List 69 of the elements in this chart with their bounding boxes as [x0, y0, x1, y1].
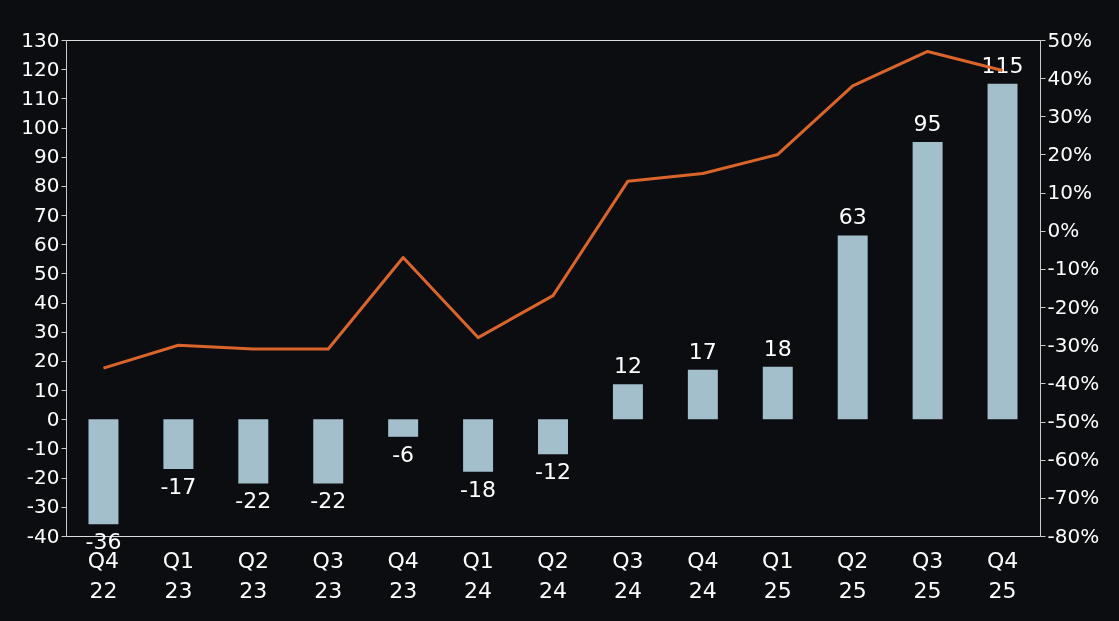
data-label: -22	[235, 488, 272, 514]
x-tick-label: Q4 24	[687, 547, 719, 603]
data-label: 115	[981, 52, 1024, 78]
y-tick-label: 100	[21, 115, 60, 140]
y2-tick-label: -70%	[1047, 485, 1100, 510]
bar	[313, 419, 344, 484]
data-label: 12	[613, 353, 642, 379]
y-tick-label: 40	[34, 290, 60, 315]
y2-tick-label: 30%	[1047, 103, 1092, 128]
bar	[88, 419, 119, 525]
y-tick-label: 70	[34, 202, 60, 227]
data-label: 95	[913, 111, 942, 137]
x-tick-label: Q3 23	[312, 547, 344, 603]
y-tick-label: 130	[21, 27, 60, 52]
y-tick-label: 20	[34, 348, 60, 373]
y2-tick-label: -80%	[1047, 523, 1100, 548]
x-tick-label: Q1 25	[762, 547, 794, 603]
y2-tick-label: -40%	[1047, 370, 1100, 395]
y2-tick-label: 40%	[1047, 65, 1092, 90]
y-tick-label: -10	[26, 435, 60, 460]
x-tick-label: Q1 23	[162, 547, 195, 603]
x-tick-label: Q1 24	[462, 547, 494, 603]
bar	[538, 419, 568, 455]
data-label: -22	[310, 488, 347, 514]
data-label: -12	[535, 459, 571, 485]
data-label: -6	[392, 441, 415, 467]
bar	[238, 419, 269, 484]
bar	[987, 83, 1018, 420]
x-tick-label: Q2 25	[837, 547, 869, 603]
y-tick-label: 0	[46, 406, 60, 431]
bar	[463, 419, 494, 472]
x-tick-label: Q3 24	[612, 547, 644, 603]
y2-tick-label: 50%	[1047, 27, 1092, 52]
x-tick-label: Q2 23	[237, 547, 269, 603]
x-tick-label: Q4 23	[387, 547, 419, 603]
data-label: 18	[763, 335, 792, 361]
y-tick-label: 30	[34, 319, 60, 344]
y-tick-label: 120	[21, 56, 60, 81]
bar	[912, 142, 943, 420]
y2-tick-label: 10%	[1047, 180, 1092, 205]
data-label: 63	[838, 204, 867, 230]
y2-tick-label: -10%	[1047, 256, 1100, 281]
data-label: 17	[688, 338, 717, 364]
bar	[762, 366, 793, 420]
y2-tick-label: -30%	[1047, 332, 1100, 357]
y-tick-label: -30	[26, 494, 60, 519]
y-tick-label: -40	[26, 523, 60, 548]
y-tick-label: 60	[34, 231, 60, 256]
bar	[388, 419, 419, 437]
bar	[163, 419, 194, 469]
y2-tick-label: -50%	[1047, 409, 1100, 434]
y-tick-label: 10	[34, 377, 60, 402]
y-tick-label: 80	[34, 173, 60, 198]
y2-tick-label: 0%	[1047, 218, 1080, 243]
y-tick-label: 90	[34, 144, 60, 169]
x-tick-label: Q4 25	[986, 547, 1019, 603]
y-tick-label: 110	[21, 85, 60, 110]
data-label: -18	[460, 476, 497, 502]
bar	[687, 369, 718, 420]
bar	[837, 235, 868, 420]
y-tick-label: 50	[34, 260, 60, 285]
x-tick-label: Q2 24	[537, 547, 569, 603]
y2-tick-label: -20%	[1047, 294, 1100, 319]
bar	[612, 384, 643, 420]
data-label: -17	[160, 473, 197, 499]
x-tick-label: Q3 25	[911, 547, 944, 603]
y-tick-label: -20	[26, 465, 60, 490]
y2-tick-label: 20%	[1047, 141, 1092, 166]
y2-tick-label: -60%	[1047, 447, 1100, 472]
